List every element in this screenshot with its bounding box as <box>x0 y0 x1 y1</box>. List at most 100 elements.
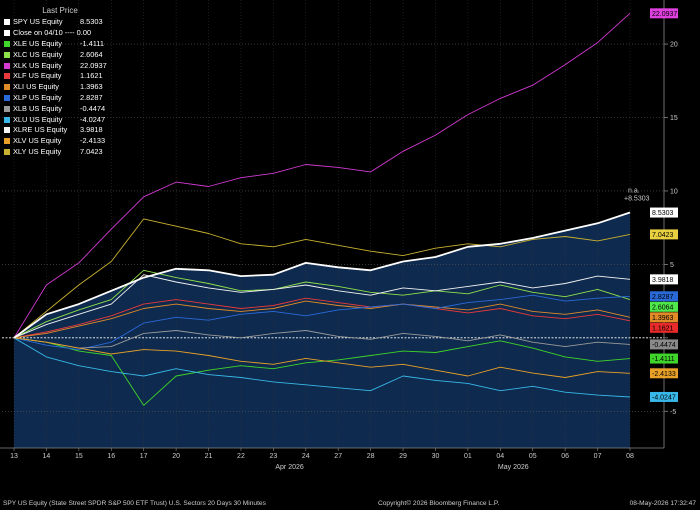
value-tag-bg-xlp-us-equity <box>650 291 678 302</box>
legend-value-xlv-us-equity: -2.4133 <box>80 136 106 146</box>
x-tick-label-2: 15 <box>75 453 83 460</box>
legend-name-xle-us-equity: XLE US Equity <box>13 38 62 48</box>
value-tag-xlu-us-equity: -4.0247 <box>652 394 676 401</box>
series-line-xly-us-equity <box>13 218 631 339</box>
value-tag-bg-xlb-us-equity <box>650 339 678 350</box>
x-tick-label-13: 30 <box>432 453 440 460</box>
legend-swatch-xlp-us-equity <box>4 94 10 101</box>
legend-name-xli-us-equity: XLI US Equity <box>13 82 60 92</box>
legend-swatch-xlf-us-equity <box>4 73 10 80</box>
y-tick-label-4: 15 <box>670 115 678 122</box>
annotation-line2: +8.5303 <box>624 196 650 203</box>
footer-copyright: Copyright© 2026 Bloomberg Finance L.P. <box>378 500 500 507</box>
series-line-xlk-us-equity <box>13 12 631 339</box>
legend-name-close-on-04-10-0-00: Close on 04/10 ---- 0.00 <box>13 28 92 38</box>
legend-entry-xlv-us-equity[interactable]: XLV US Equity -2.4133 <box>4 136 116 147</box>
y-tick-label-5: 20 <box>670 42 678 49</box>
x-tick-label-15: 04 <box>496 453 504 460</box>
x-tick-label-4: 17 <box>140 453 148 460</box>
legend-name-xlre-us-equity: XLRE US Equity <box>13 125 68 135</box>
value-tag-bg-spy-us-equity <box>650 207 678 218</box>
legend-value-xlc-us-equity: 2.6064 <box>80 49 103 59</box>
legend-rows: SPY US Equity 8.5303 Close on 04/10 ---- 0… <box>4 17 116 157</box>
legend-entry-close-on-04-10-0-00[interactable]: Close on 04/10 ---- 0.00 <box>4 28 116 39</box>
series-line-xlc-us-equity <box>13 269 631 339</box>
series-line-xlre-us-equity <box>13 274 631 339</box>
legend-entry-xlre-us-equity[interactable]: XLRE US Equity 3.9818 <box>4 125 116 136</box>
legend-value-xlp-us-equity: 2.8287 <box>80 92 103 102</box>
value-tag-xly-us-equity: 7.0423 <box>652 232 674 239</box>
legend-value-xlk-us-equity: 22.0937 <box>80 60 107 70</box>
legend-swatch-xli-us-equity <box>4 84 10 91</box>
legend-name-xly-us-equity: XLY US Equity <box>13 146 62 156</box>
legend-swatch-xle-us-equity <box>4 40 10 47</box>
x-tick-label-6: 21 <box>205 453 213 460</box>
legend-name-xlu-us-equity: XLU US Equity <box>13 114 63 124</box>
y-tick-label-2: 5 <box>670 262 674 269</box>
series-line-xlu-us-equity <box>13 337 631 398</box>
legend-entry-xly-us-equity[interactable]: XLY US Equity 7.0423 <box>4 147 116 158</box>
footer-timestamp: 08-May-2026 17:32:47 <box>629 500 696 507</box>
legend-title: Last Price <box>42 6 78 15</box>
footer-security-description: SPY US Equity (State Street SPDR S&P 500… <box>3 500 266 507</box>
series-line-xli-us-equity <box>13 300 631 339</box>
series-line-xlb-us-equity <box>13 330 631 349</box>
legend-name-xlv-us-equity: XLV US Equity <box>13 136 62 146</box>
legend-entry-xlb-us-equity[interactable]: XLB US Equity -0.4474 <box>4 103 116 114</box>
legend-swatch-xlc-us-equity <box>4 51 10 58</box>
annotation-line1: n.a. <box>628 188 640 195</box>
x-tick-label-5: 20 <box>172 453 180 460</box>
series-line-xle-us-equity <box>13 337 631 406</box>
legend-value-xly-us-equity: 7.0423 <box>80 146 103 156</box>
value-tag-xlk-us-equity: 22.0937 <box>652 11 677 18</box>
legend-entry-xlf-us-equity[interactable]: XLF US Equity 1.1621 <box>4 71 116 82</box>
value-tag-bg-xly-us-equity <box>650 229 678 240</box>
legend-value-xlb-us-equity: -0.4474 <box>80 103 106 113</box>
legend-swatch-spy-us-equity <box>4 19 10 26</box>
x-tick-label-7: 22 <box>237 453 245 460</box>
x-tick-label-19: 08 <box>626 453 634 460</box>
value-tag-bg-xlre-us-equity <box>650 274 678 285</box>
legend-entry-xlu-us-equity[interactable]: XLU US Equity -4.0247 <box>4 114 116 125</box>
value-tag-xli-us-equity: 1.3963 <box>652 315 674 322</box>
value-tag-xlp-us-equity: 2.8287 <box>652 294 674 301</box>
y-tick-label-0: -5 <box>670 409 676 416</box>
value-tag-bg-xlf-us-equity <box>650 322 678 333</box>
legend-entry-xle-us-equity[interactable]: XLE US Equity -1.4111 <box>4 39 116 50</box>
x-month-label-0: Apr 2026 <box>275 464 304 471</box>
legend-swatch-xly-us-equity <box>4 148 10 155</box>
value-tag-bg-xlv-us-equity <box>650 368 678 379</box>
footer-bar: SPY US Equity (State Street SPDR S&P 500… <box>0 497 700 510</box>
x-tick-label-16: 05 <box>529 453 537 460</box>
x-tick-label-11: 28 <box>367 453 375 460</box>
legend-name-xlf-us-equity: XLF US Equity <box>13 71 62 81</box>
legend-value-xle-us-equity: -1.4111 <box>80 38 104 48</box>
legend-value-xli-us-equity: 1.3963 <box>80 82 103 92</box>
value-tag-bg-xlc-us-equity <box>650 301 678 312</box>
series-line-xlv-us-equity <box>13 337 631 378</box>
legend-entry-xlk-us-equity[interactable]: XLK US Equity 22.0937 <box>4 60 116 71</box>
legend-swatch-xlre-us-equity <box>4 127 10 134</box>
x-tick-label-14: 01 <box>464 453 472 460</box>
series-line-xlf-us-equity <box>13 297 631 339</box>
x-tick-label-12: 29 <box>399 453 407 460</box>
legend-name-xlb-us-equity: XLB US Equity <box>13 103 62 113</box>
y-tick-label-3: 10 <box>670 188 678 195</box>
x-month-label-1: May 2026 <box>498 464 529 471</box>
series-line-xlp-us-equity <box>13 294 631 351</box>
series-line-spy-us-equity <box>13 211 631 339</box>
legend-entry-spy-us-equity[interactable]: SPY US Equity 8.5303 <box>4 17 116 28</box>
legend-entry-xlp-us-equity[interactable]: XLP US Equity 2.8287 <box>4 93 116 104</box>
x-tick-label-8: 23 <box>269 453 277 460</box>
value-tag-bg-xlu-us-equity <box>650 391 678 402</box>
value-tag-xlv-us-equity: -2.4133 <box>652 371 676 378</box>
legend-entry-xli-us-equity[interactable]: XLI US Equity 1.3963 <box>4 82 116 93</box>
legend-swatch-xlk-us-equity <box>4 62 10 69</box>
value-tag-spy-us-equity: 8.5303 <box>652 210 674 217</box>
legend-swatch-xlb-us-equity <box>4 105 10 112</box>
legend-entry-xlc-us-equity[interactable]: XLC US Equity 2.6064 <box>4 49 116 60</box>
value-tag-xle-us-equity: -1.4111 <box>652 356 675 363</box>
legend-swatch-xlv-us-equity <box>4 138 10 145</box>
x-tick-label-1: 14 <box>43 453 51 460</box>
